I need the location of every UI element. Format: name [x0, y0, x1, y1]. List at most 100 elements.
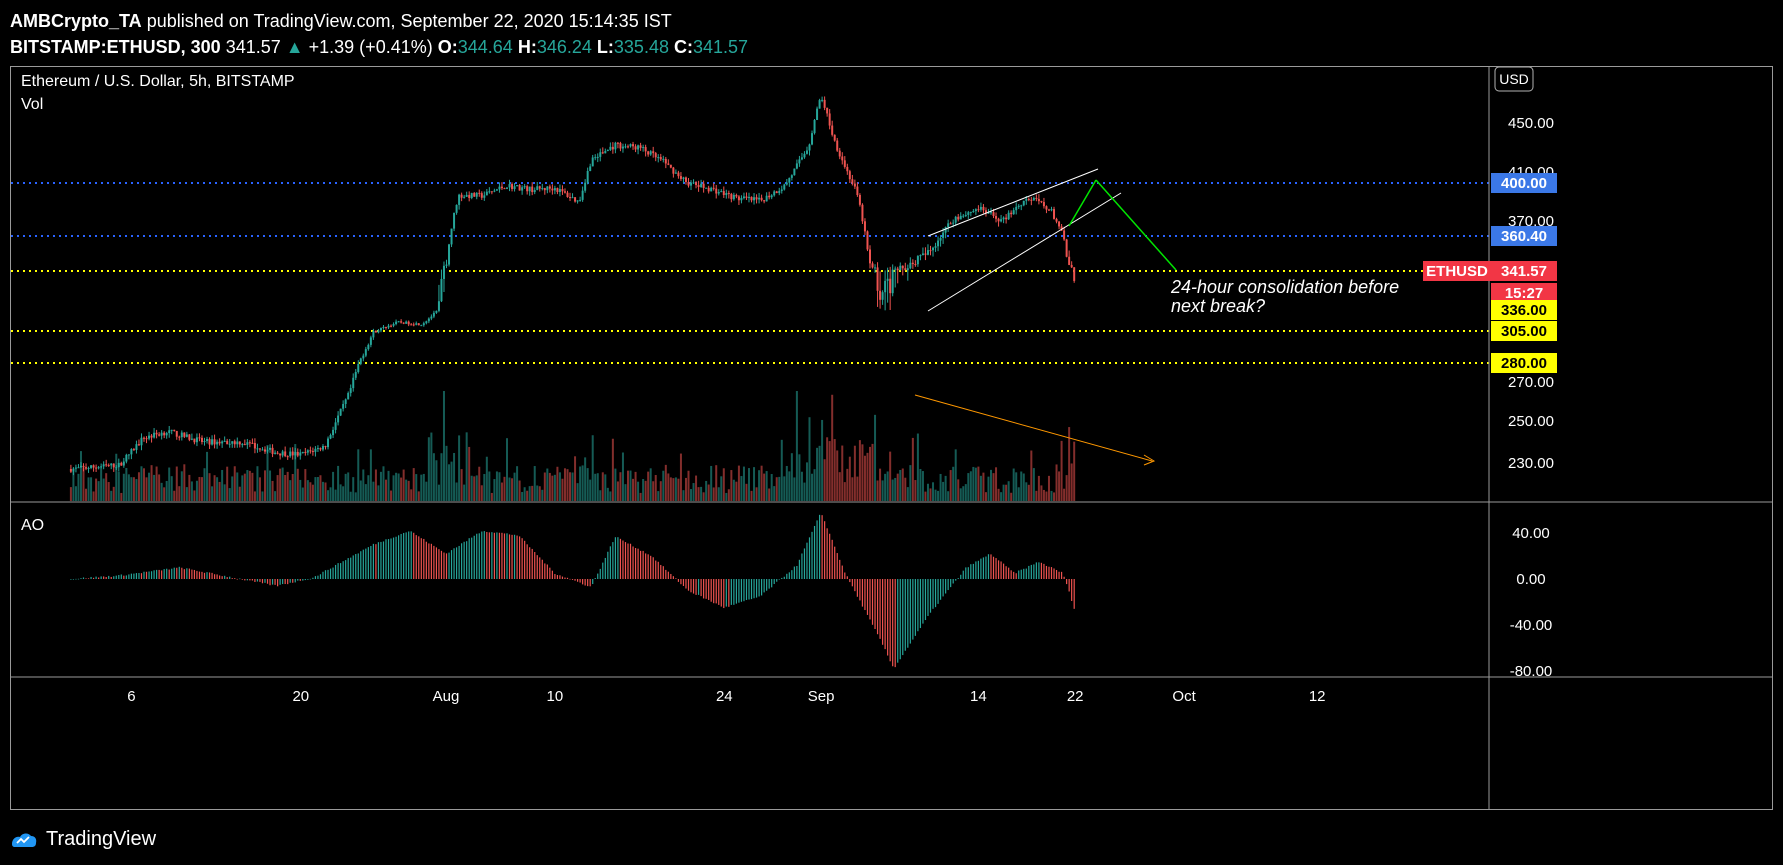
volume-bar: [334, 489, 337, 501]
ao-bar: [1066, 579, 1068, 585]
volume-bar: [473, 476, 476, 501]
volume-bar: [110, 490, 113, 501]
ao-bar: [345, 560, 347, 579]
candle-body: [649, 151, 652, 155]
volume-bar: [556, 466, 559, 501]
candle-body: [319, 448, 322, 450]
ao-bar: [771, 579, 773, 588]
volume-bar: [727, 489, 730, 501]
ao-bar: [947, 579, 949, 591]
ao-bar: [413, 532, 415, 579]
candle-body: [843, 160, 846, 167]
ao-bar: [398, 535, 400, 579]
volume-bar: [649, 468, 652, 501]
candle-body: [896, 268, 899, 271]
volume-bar: [934, 489, 937, 501]
volume-bar: [1027, 484, 1030, 501]
volume-bar: [901, 468, 904, 501]
candle-body: [798, 159, 801, 164]
volume-bar: [874, 414, 877, 501]
time-axis-label: 22: [1067, 688, 1084, 705]
volume-bar: [85, 488, 88, 501]
volume-bar: [959, 488, 962, 501]
ao-bar: [433, 545, 435, 579]
candle-body: [178, 436, 181, 438]
candle-body: [690, 182, 693, 186]
candle-body: [301, 451, 304, 453]
candle-body: [372, 330, 375, 338]
volume-bar: [737, 465, 740, 501]
volume-bar: [359, 480, 362, 501]
chart-container[interactable]: 6 20 Aug 10 24 Sep 14 22 Oct 12 230.00 250.00 270.00…: [10, 66, 1773, 810]
currency-badge[interactable]: USD: [1494, 66, 1534, 92]
vol-label: Vol: [21, 96, 43, 113]
candle-body: [1068, 256, 1071, 265]
candle-body: [437, 301, 440, 311]
volume-bar: [846, 468, 849, 501]
candle-body: [480, 193, 483, 198]
candle-body: [657, 157, 660, 159]
volume-bar: [1020, 471, 1023, 501]
volume-bar: [584, 457, 587, 501]
ao-axis-tick: 40.00: [1512, 525, 1550, 542]
candle-body: [687, 181, 690, 186]
candle-body: [700, 183, 703, 188]
volume-bar: [773, 486, 776, 501]
ao-bar: [874, 579, 876, 630]
ao-bar: [506, 533, 508, 579]
volume-bar: [243, 473, 246, 501]
ao-bar: [619, 538, 622, 579]
volume-bar: [725, 492, 728, 501]
author-name[interactable]: AMBCrypto_TA: [10, 11, 142, 31]
candle-body: [1020, 205, 1023, 207]
candle-body: [816, 108, 819, 120]
ao-bar: [967, 567, 969, 579]
volume-bar: [543, 472, 546, 501]
price-badge-bg: [1491, 353, 1557, 373]
volume-bar: [616, 481, 619, 501]
volume-bar: [1047, 475, 1050, 501]
volume-bar: [972, 466, 975, 501]
chart-canvas[interactable]: 6 20 Aug 10 24 Sep 14 22 Oct 12 230.00 250.00 270.00…: [11, 66, 1772, 809]
ao-bar: [519, 536, 521, 579]
candle-body: [137, 444, 140, 446]
volume-bar: [765, 471, 768, 501]
ao-bar: [130, 573, 132, 579]
ao-bar: [697, 579, 700, 595]
volume-bar: [1068, 427, 1071, 501]
candle-body: [1015, 206, 1018, 211]
candle-body: [548, 186, 551, 189]
candle-body: [811, 133, 814, 145]
volume-bar: [1000, 492, 1003, 501]
candle-body: [533, 190, 536, 193]
candle-body: [642, 147, 645, 149]
candle-body: [1027, 199, 1030, 201]
ao-bar: [163, 569, 165, 579]
candle-body: [422, 323, 425, 326]
ao-bar: [1048, 566, 1050, 579]
ao-bar: [534, 552, 536, 579]
volume-bar: [856, 476, 859, 501]
volume-bar: [611, 438, 614, 501]
ao-bar: [387, 539, 390, 579]
candle-body: [755, 197, 758, 200]
candle-body: [332, 429, 335, 436]
volume-bar: [117, 471, 120, 501]
ao-bar: [803, 548, 806, 579]
price-axis-tick: 230.00: [1508, 455, 1554, 472]
ao-bar: [667, 571, 669, 579]
volume-bar: [284, 475, 287, 501]
volume-bar: [463, 484, 466, 501]
ao-bar: [140, 573, 143, 579]
candle-body: [780, 189, 783, 191]
ao-bar: [277, 579, 279, 587]
ao-bar: [448, 552, 450, 579]
volume-bar: [236, 472, 239, 501]
ao-bar: [481, 531, 483, 579]
ao-bar: [556, 575, 559, 579]
volume-bar: [137, 472, 140, 501]
ao-bar: [902, 579, 904, 656]
volume-bar: [962, 486, 965, 501]
volume-bar: [563, 468, 566, 501]
ao-bar: [995, 558, 997, 579]
